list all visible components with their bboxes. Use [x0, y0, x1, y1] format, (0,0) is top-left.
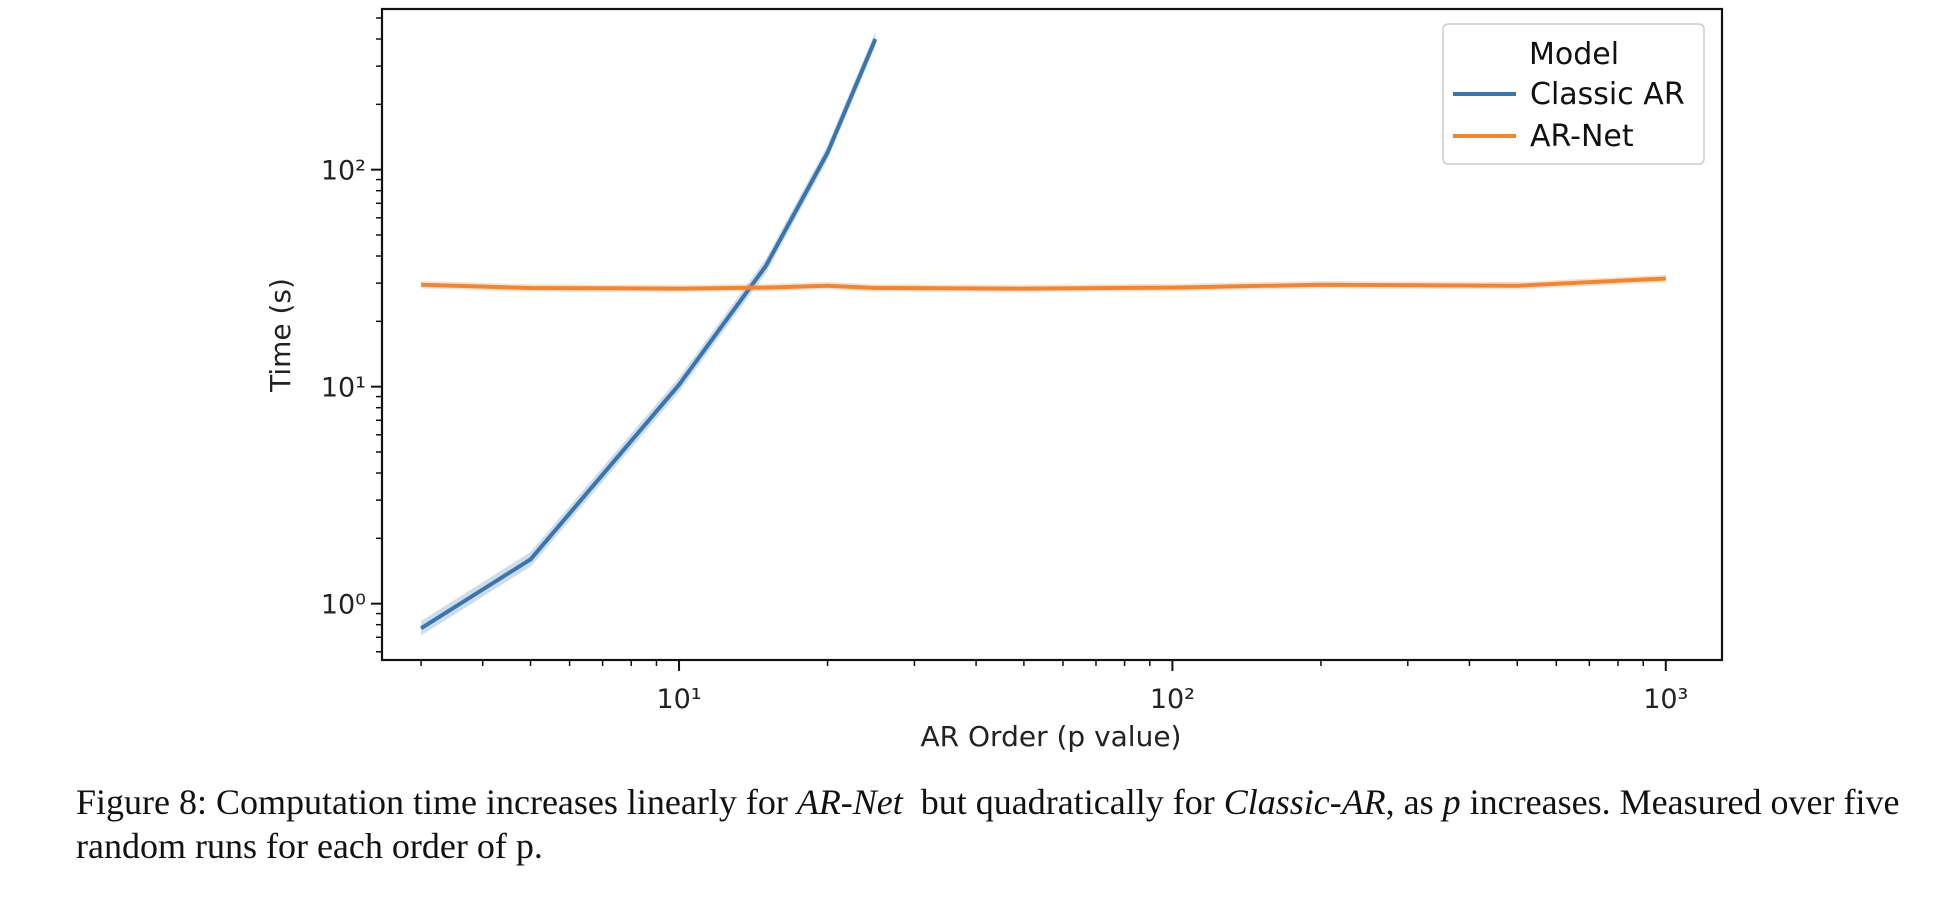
data-point-ar-net — [1515, 284, 1519, 288]
series-band-classic-ar — [421, 31, 876, 636]
x-tick-label: 10¹ — [656, 684, 701, 715]
caption-variable-p: p — [1442, 782, 1461, 822]
y-tick-label: 10² — [321, 156, 366, 187]
series-layer — [419, 31, 1668, 636]
y-tick-label: 10⁰ — [321, 590, 366, 621]
x-tick-label: 10³ — [1643, 684, 1688, 715]
caption-middle: but quadratically for — [902, 782, 1224, 822]
caption-prefix: Figure 8: Computation time increases lin… — [76, 782, 797, 822]
data-point-classic-ar — [764, 264, 768, 268]
legend: Model Classic AR AR-Net — [1442, 23, 1705, 165]
series-line-classic-ar — [420, 38, 878, 630]
y-tick-label: 10¹ — [321, 373, 366, 404]
plot-area-frame — [380, 7, 1724, 662]
data-point-classic-ar — [529, 557, 533, 561]
data-point-ar-net — [419, 283, 423, 287]
x-axis-label: AR Order (p value) — [921, 720, 1182, 753]
series-line-ar-net — [421, 276, 1666, 291]
legend-title: Model — [1529, 37, 1619, 72]
data-point-ar-net — [677, 287, 681, 291]
x-tick-label: 10² — [1150, 684, 1195, 715]
data-point-ar-net — [529, 286, 533, 290]
caption-term-ar-net: AR-Net — [796, 782, 903, 822]
data-point-ar-net — [1022, 287, 1026, 291]
data-point-ar-net — [764, 286, 768, 290]
data-point-classic-ar — [826, 151, 830, 155]
y-axis: 10⁰ 10¹ 10² — [321, 17, 382, 653]
data-point-ar-net — [1664, 277, 1668, 281]
data-point-classic-ar — [873, 37, 877, 41]
data-point-classic-ar — [419, 626, 423, 630]
data-point-ar-net — [826, 284, 830, 288]
legend-label-classic-ar: Classic AR — [1530, 77, 1685, 112]
data-point-ar-net — [873, 286, 877, 290]
caption-suffix: increases. Measured over five random run… — [76, 782, 1900, 866]
caption-after: , as — [1385, 782, 1443, 822]
caption-term-classic-ar: Classic-AR — [1223, 782, 1386, 822]
legend-label-ar-net: AR-Net — [1530, 119, 1634, 154]
computation-time-chart: 10¹ 10² 10³ 10⁰ 10¹ 10² AR Order (p value) T… — [264, 7, 1724, 753]
data-point-ar-net — [1170, 286, 1174, 290]
legend-box — [1442, 23, 1705, 165]
y-axis-label: Time (s) — [264, 278, 297, 393]
data-point-ar-net — [1319, 283, 1323, 287]
figure-caption: Figure 8: Computation time increases lin… — [76, 780, 1916, 868]
x-axis: 10¹ 10² 10³ — [420, 660, 1688, 715]
data-point-classic-ar — [677, 383, 681, 387]
